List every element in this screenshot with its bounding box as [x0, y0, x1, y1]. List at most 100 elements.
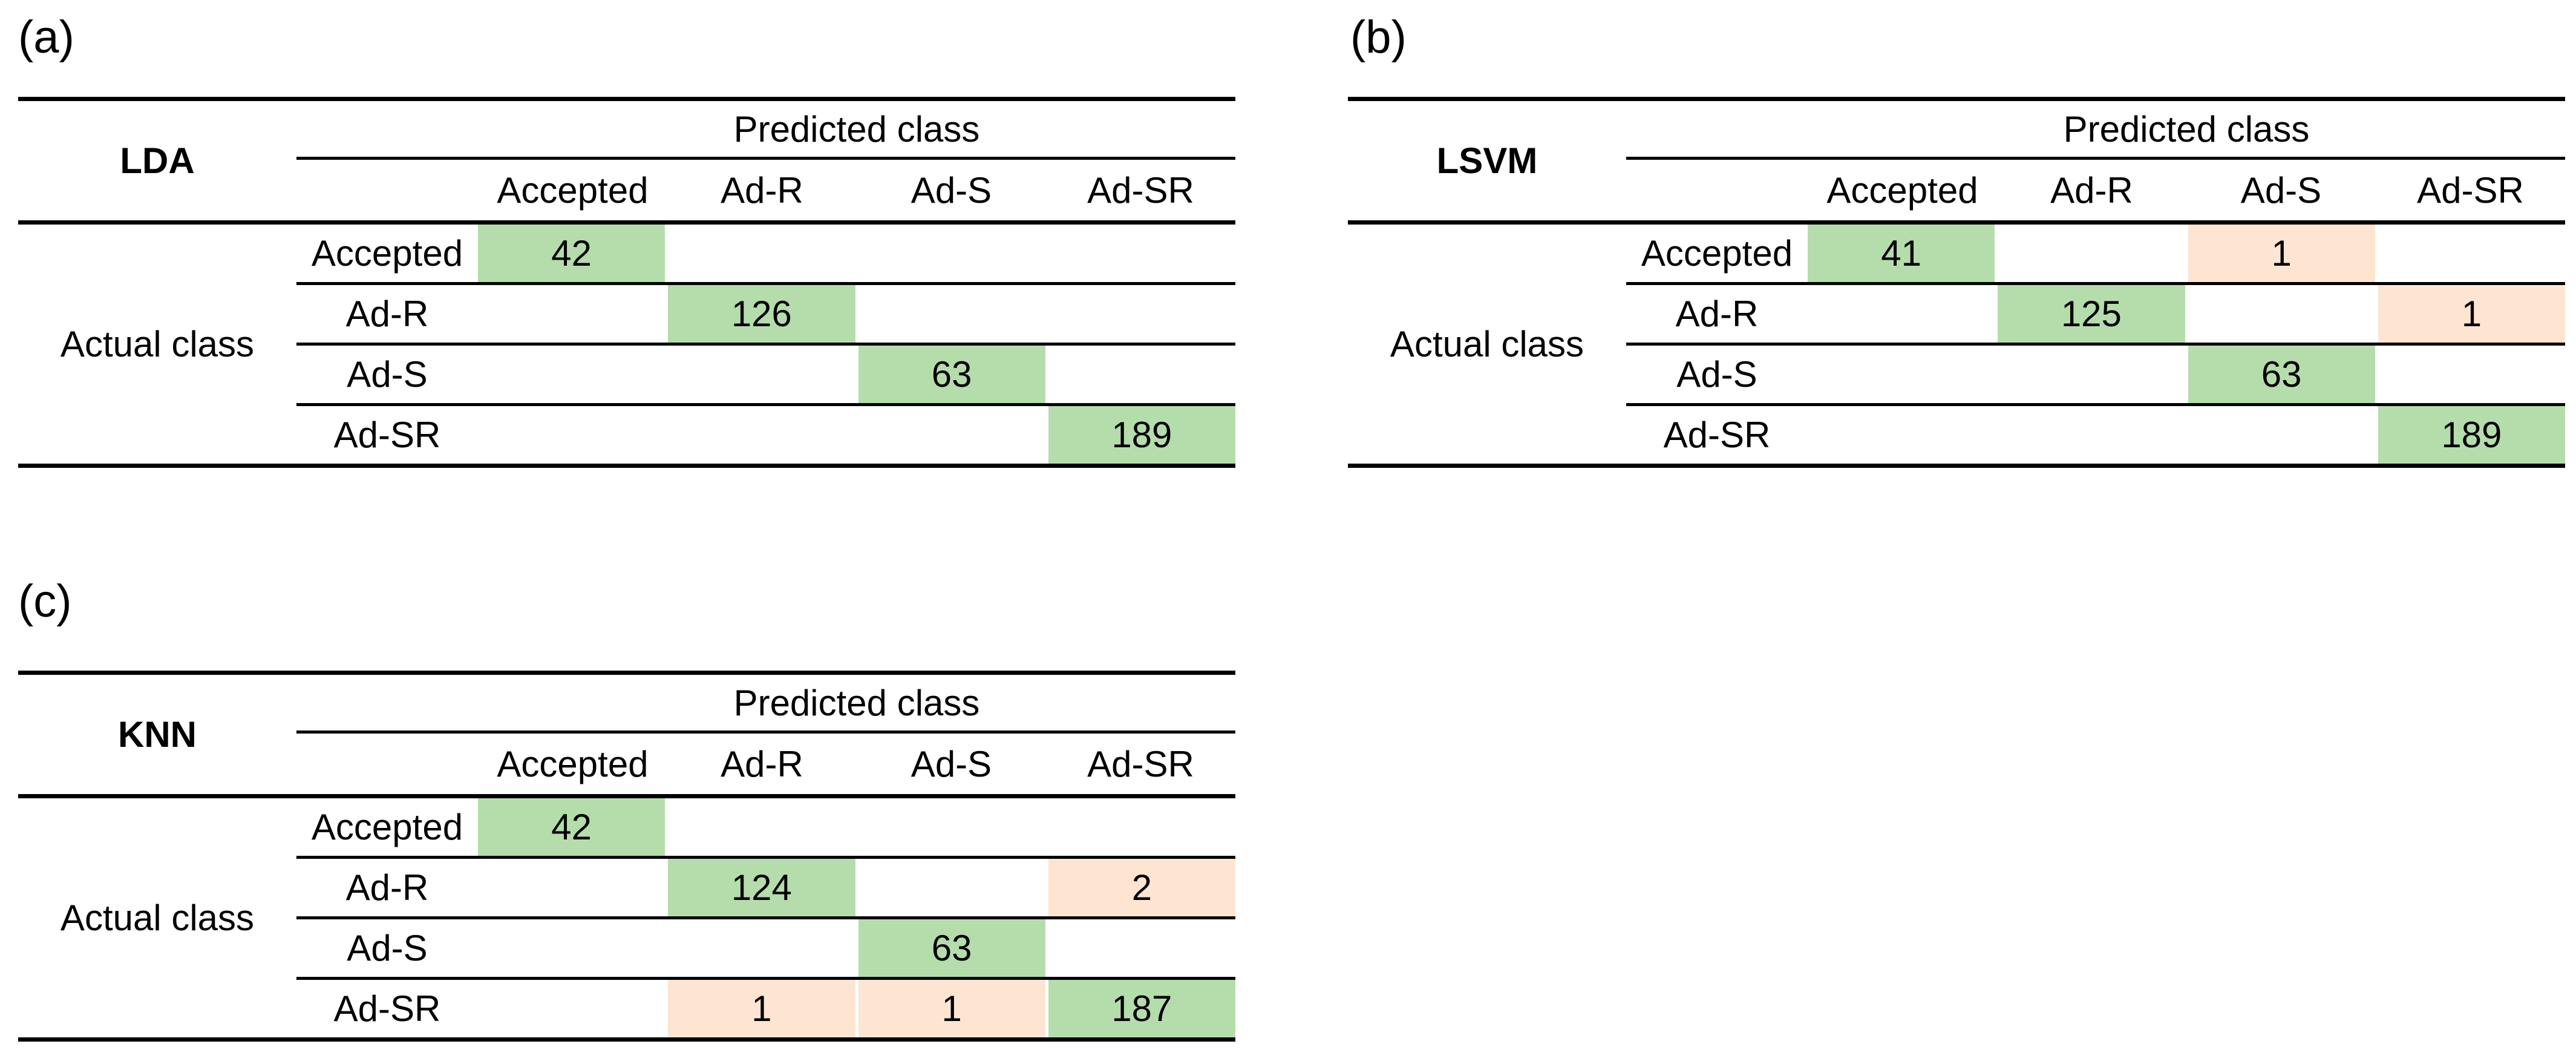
col-header-accepted: Accepted	[497, 743, 649, 784]
matrix-cell	[855, 285, 1045, 343]
col-header-ad-s: Ad-S	[910, 743, 992, 784]
row-header-ad-r: Ad-R	[1675, 294, 1759, 334]
predicted-underline	[1626, 157, 2565, 160]
predicted-underline	[296, 731, 1235, 734]
row-header-ad-sr: Ad-SR	[1663, 415, 1771, 455]
panel-label-c: (c)	[18, 576, 72, 627]
matrix-cell	[478, 285, 665, 343]
matrix-cell	[1995, 225, 2185, 282]
table-header: LSVM Predicted class Accepted Ad-R Ad-S …	[1348, 101, 2565, 220]
matrix-cell: 41	[1808, 225, 1995, 282]
panel-label-b: (b)	[1350, 11, 1407, 63]
rule-top	[18, 97, 1235, 101]
model-name: KNN	[118, 714, 197, 755]
model-name: LDA	[120, 140, 195, 181]
matrix-cell: 1	[2185, 225, 2375, 282]
matrix-cell: 189	[1045, 406, 1235, 464]
row-divider	[296, 282, 1235, 285]
matrix-cell	[1045, 346, 1235, 403]
col-header-ad-r: Ad-R	[721, 169, 803, 211]
col-header-ad-r: Ad-R	[721, 743, 803, 784]
matrix-cell: 63	[855, 346, 1045, 403]
table-row: Ad-SR 189	[296, 406, 1235, 464]
matrix-cell	[665, 406, 855, 464]
row-divider	[1626, 343, 2565, 346]
table-row: Ad-R 125 1	[1626, 285, 2565, 343]
confusion-matrix-lda: LDA Predicted class Accepted Ad-R Ad-S A…	[18, 97, 1235, 468]
col-header-ad-sr: Ad-SR	[2417, 169, 2524, 211]
matrix-cell	[2185, 285, 2375, 343]
actual-class-header: Actual class	[60, 324, 255, 364]
row-divider	[296, 403, 1235, 406]
rule-mid	[18, 220, 1235, 225]
table-header: LDA Predicted class Accepted Ad-R Ad-S A…	[18, 101, 1235, 220]
col-header-ad-sr: Ad-SR	[1087, 169, 1194, 211]
row-header-accepted: Accepted	[1641, 233, 1793, 274]
column-header-row: Accepted Ad-R Ad-S Ad-SR	[1626, 160, 2565, 220]
col-header-accepted: Accepted	[1826, 169, 1978, 211]
table-row: Accepted 42	[296, 225, 1235, 282]
matrix-cell: 63	[2185, 346, 2375, 403]
matrix-cell	[1045, 919, 1235, 977]
rule-bottom	[18, 1037, 1235, 1042]
predicted-class-header: Predicted class	[2063, 108, 2310, 149]
panel-label-a: (a)	[18, 11, 74, 63]
row-header-accepted: Accepted	[311, 233, 463, 274]
rule-mid	[1348, 220, 2565, 225]
table-row: Ad-S 63	[1626, 346, 2565, 403]
matrix-cell: 1	[665, 980, 855, 1037]
matrix-cell	[1808, 285, 1995, 343]
matrix-cell	[855, 798, 1045, 856]
row-header-ad-sr: Ad-SR	[333, 988, 441, 1029]
matrix-cell	[665, 919, 855, 977]
matrix-cell	[1045, 798, 1235, 856]
table-row: Ad-R 124 2	[296, 859, 1235, 916]
column-header-row: Accepted Ad-R Ad-S Ad-SR	[296, 734, 1235, 794]
model-name: LSVM	[1436, 140, 1538, 181]
rule-top	[18, 671, 1235, 675]
row-header-accepted: Accepted	[311, 807, 463, 847]
rule-mid	[18, 794, 1235, 798]
table-row: Accepted 42	[296, 798, 1235, 856]
matrix-cell	[1808, 406, 1995, 464]
matrix-cell: 63	[855, 919, 1045, 977]
column-header-row: Accepted Ad-R Ad-S Ad-SR	[296, 160, 1235, 220]
rule-top	[1348, 97, 2565, 101]
table-header: KNN Predicted class Accepted Ad-R Ad-S A…	[18, 675, 1235, 794]
matrix-cell	[2375, 346, 2565, 403]
matrix-cell	[2375, 225, 2565, 282]
matrix-cell	[665, 798, 855, 856]
matrix-cell: 126	[665, 285, 855, 343]
matrix-cell	[665, 346, 855, 403]
row-header-ad-r: Ad-R	[345, 294, 429, 334]
matrix-cell	[855, 225, 1045, 282]
matrix-cell	[478, 859, 665, 916]
matrix-cell: 1	[2375, 285, 2565, 343]
row-divider	[1626, 403, 2565, 406]
col-header-ad-sr: Ad-SR	[1087, 743, 1194, 784]
matrix-cell: 42	[478, 225, 665, 282]
confusion-matrix-knn: KNN Predicted class Accepted Ad-R Ad-S A…	[18, 671, 1235, 1042]
row-header-ad-sr: Ad-SR	[333, 415, 441, 455]
col-header-accepted: Accepted	[497, 169, 649, 211]
row-header-ad-s: Ad-S	[347, 928, 428, 968]
table-body: Actual class Accepted 42 Ad-R 124 2 Ad-S	[18, 798, 1235, 1037]
matrix-cell: 1	[855, 980, 1045, 1037]
row-divider	[296, 343, 1235, 346]
table-row: Accepted 41 1	[1626, 225, 2565, 282]
matrix-cell	[665, 225, 855, 282]
matrix-cell	[478, 919, 665, 977]
rule-bottom	[18, 464, 1235, 468]
row-divider	[296, 916, 1235, 919]
row-divider	[1626, 282, 2565, 285]
col-header-ad-s: Ad-S	[910, 169, 992, 211]
col-header-ad-r: Ad-R	[2050, 169, 2133, 211]
table-row: Ad-R 126	[296, 285, 1235, 343]
matrix-cell	[2185, 406, 2375, 464]
matrix-cell	[1808, 346, 1995, 403]
matrix-cell	[478, 406, 665, 464]
predicted-class-header: Predicted class	[733, 108, 980, 149]
matrix-cell	[1995, 346, 2185, 403]
matrix-cell: 187	[1045, 980, 1235, 1037]
matrix-cell: 124	[665, 859, 855, 916]
